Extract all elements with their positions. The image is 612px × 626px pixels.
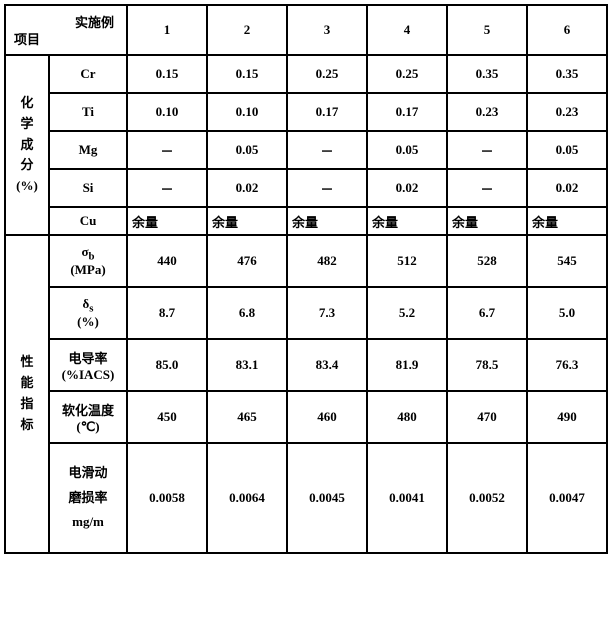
table-cell: 78.5 — [447, 339, 527, 391]
table-cell: 0.17 — [367, 93, 447, 131]
row-label: 软化温度(℃) — [49, 391, 127, 443]
chem-group-label: 化学成分(%) — [5, 55, 49, 235]
table-cell: 0.0041 — [367, 443, 447, 553]
table-cell: 0.0047 — [527, 443, 607, 553]
col-header: 6 — [527, 5, 607, 55]
header-top-label: 实施例 — [75, 12, 114, 31]
table-cell: 0.10 — [127, 93, 207, 131]
table-cell: 5.0 — [527, 287, 607, 339]
col-header: 1 — [127, 5, 207, 55]
table-cell: 0.23 — [527, 93, 607, 131]
table-cell: 465 — [207, 391, 287, 443]
table-cell: 482 — [287, 235, 367, 287]
table-cell: 余量 — [447, 207, 527, 235]
table-cell: 545 — [527, 235, 607, 287]
table-cell: 8.7 — [127, 287, 207, 339]
table-cell: 0.0064 — [207, 443, 287, 553]
table-cell: 0.25 — [287, 55, 367, 93]
table-cell: 0.35 — [447, 55, 527, 93]
header-bottom-label: 项目 — [14, 29, 40, 48]
table-cell: 460 — [287, 391, 367, 443]
table-cell: 0.23 — [447, 93, 527, 131]
table-cell: 0.0058 — [127, 443, 207, 553]
table-cell: － — [127, 131, 207, 169]
perf-group-label: 性能指标 — [5, 235, 49, 553]
table-cell: 6.8 — [207, 287, 287, 339]
table-cell: 480 — [367, 391, 447, 443]
row-label: 电导率(%IACS) — [49, 339, 127, 391]
table-cell: 76.3 — [527, 339, 607, 391]
table-cell: 81.9 — [367, 339, 447, 391]
table-cell: － — [447, 169, 527, 207]
table-cell: 0.10 — [207, 93, 287, 131]
row-label: δs(%) — [49, 287, 127, 339]
table-cell: 0.02 — [527, 169, 607, 207]
table-cell: － — [447, 131, 527, 169]
table-cell: 476 — [207, 235, 287, 287]
table-cell: 0.05 — [527, 131, 607, 169]
table-cell: 0.05 — [367, 131, 447, 169]
table-cell: 528 — [447, 235, 527, 287]
table-cell: 0.15 — [207, 55, 287, 93]
table-cell: 余量 — [527, 207, 607, 235]
data-table: 实施例 项目 1 2 3 4 5 6 化学成分(%) Cr 0.15 0.15 … — [4, 4, 608, 554]
table-cell: － — [287, 169, 367, 207]
table-cell: 余量 — [287, 207, 367, 235]
table-cell: 470 — [447, 391, 527, 443]
table-cell: 490 — [527, 391, 607, 443]
table-cell: 0.25 — [367, 55, 447, 93]
row-label: Mg — [49, 131, 127, 169]
col-header: 4 — [367, 5, 447, 55]
col-header: 5 — [447, 5, 527, 55]
table-cell: 余量 — [367, 207, 447, 235]
table-cell: 0.0045 — [287, 443, 367, 553]
table-cell: － — [127, 169, 207, 207]
table-cell: 0.05 — [207, 131, 287, 169]
header-corner: 实施例 项目 — [5, 5, 127, 55]
row-label: σb(MPa) — [49, 235, 127, 287]
row-label: Si — [49, 169, 127, 207]
table-cell: 0.17 — [287, 93, 367, 131]
col-header: 3 — [287, 5, 367, 55]
table-cell: 0.15 — [127, 55, 207, 93]
table-cell: 6.7 — [447, 287, 527, 339]
row-label: Cr — [49, 55, 127, 93]
table-cell: 83.1 — [207, 339, 287, 391]
table-cell: 0.35 — [527, 55, 607, 93]
table-cell: 余量 — [127, 207, 207, 235]
table-cell: 7.3 — [287, 287, 367, 339]
row-label: 电滑动磨损率mg/m — [49, 443, 127, 553]
col-header: 2 — [207, 5, 287, 55]
table-cell: 余量 — [207, 207, 287, 235]
table-cell: 85.0 — [127, 339, 207, 391]
table-cell: 450 — [127, 391, 207, 443]
table-cell: 0.02 — [207, 169, 287, 207]
table-cell: 5.2 — [367, 287, 447, 339]
table-cell: 0.0052 — [447, 443, 527, 553]
table-cell: 440 — [127, 235, 207, 287]
table-cell: － — [287, 131, 367, 169]
table-cell: 83.4 — [287, 339, 367, 391]
row-label: Cu — [49, 207, 127, 235]
row-label: Ti — [49, 93, 127, 131]
table-cell: 512 — [367, 235, 447, 287]
table-cell: 0.02 — [367, 169, 447, 207]
